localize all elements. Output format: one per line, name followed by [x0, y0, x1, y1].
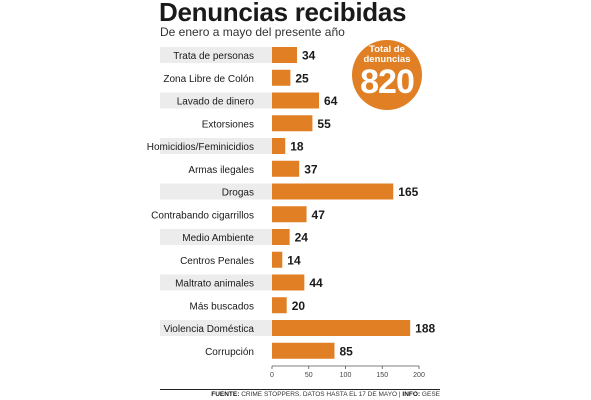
- category-label-medio-ambiente: Medio Ambiente: [182, 233, 254, 244]
- bar-centros-penales: [272, 251, 283, 268]
- category-label-drogas: Drogas: [222, 188, 254, 199]
- value-label-lavado-de-dinero: 64: [324, 94, 338, 108]
- source-text: CRIME STOPPERS. DATOS HASTA EL 17 DE MAY…: [239, 391, 403, 398]
- value-label-medio-ambiente: 24: [295, 231, 309, 245]
- label-band-drogas: [160, 183, 272, 200]
- value-label-mas-buscados: 20: [292, 299, 306, 313]
- category-label-violencia-domestica: Violencia Doméstica: [164, 324, 255, 335]
- chart-subtitle: De enero a mayo del presente año: [160, 25, 345, 39]
- category-label-mas-buscados: Más buscados: [190, 301, 254, 312]
- value-label-contrabando-cigarrillos: 47: [312, 208, 326, 222]
- label-band-violencia-domestica: [160, 320, 272, 336]
- bar-trata-de-personas: [272, 47, 297, 63]
- label-band-lavado-de-dinero: [160, 92, 272, 109]
- bar-zona-libre-de-colon: [272, 69, 291, 86]
- label-band-trata-de-personas: [160, 47, 272, 63]
- value-label-violencia-domestica: 188: [415, 322, 435, 336]
- value-label-zona-libre-de-colon: 25: [295, 71, 309, 85]
- label-band-medio-ambiente: [160, 229, 272, 245]
- value-label-armas-ilegales: 37: [304, 162, 318, 176]
- x-tick-label-200: 200: [413, 372, 425, 379]
- category-label-armas-ilegales: Armas ilegales: [188, 165, 254, 176]
- bar-violencia-domestica: [272, 320, 411, 336]
- chart-title: Denuncias recibidas: [159, 0, 407, 27]
- value-label-homicidios-feminicidios: 18: [290, 140, 304, 154]
- category-label-zona-libre-de-colon: Zona Libre de Colón: [163, 74, 254, 85]
- bar-homicidios-feminicidios: [272, 138, 286, 154]
- x-tick-label-150: 150: [376, 372, 388, 379]
- bar-medio-ambiente: [272, 229, 290, 245]
- info-label: INFO:: [402, 391, 421, 398]
- bar-extorsiones: [272, 115, 313, 132]
- label-band-homicidios-feminicidios: [160, 138, 272, 154]
- source-label: FUENTE:: [211, 391, 240, 398]
- category-label-extorsiones: Extorsiones: [202, 119, 254, 130]
- x-tick-label-50: 50: [305, 372, 313, 379]
- category-label-homicidios-feminicidios: Homicidios/Feminicidios: [147, 142, 254, 153]
- value-label-extorsiones: 55: [317, 117, 331, 131]
- value-label-drogas: 165: [398, 185, 418, 199]
- value-label-centros-penales: 14: [287, 253, 301, 267]
- category-label-trata-de-personas: Trata de personas: [173, 51, 254, 62]
- info-text: GESE: [420, 391, 440, 398]
- bar-lavado-de-dinero: [272, 92, 320, 109]
- x-tick-label-0: 0: [270, 372, 274, 379]
- bar-armas-ilegales: [272, 160, 300, 177]
- bar-contrabando-cigarrillos: [272, 206, 307, 223]
- bar-maltrato-animales: [272, 274, 305, 291]
- category-label-maltrato-animales: Maltrato animales: [175, 279, 254, 290]
- value-label-maltrato-animales: 44: [309, 276, 323, 290]
- footer-divider: [160, 389, 440, 390]
- value-label-corrupcion: 85: [339, 344, 353, 358]
- total-badge-value: 820: [360, 63, 415, 101]
- category-label-contrabando-cigarrillos: Contrabando cigarrillos: [151, 210, 254, 221]
- category-label-lavado-de-dinero: Lavado de dinero: [177, 97, 255, 108]
- bar-mas-buscados: [272, 297, 287, 314]
- label-band-maltrato-animales: [160, 274, 272, 291]
- total-badge: Total de denuncias 820: [352, 40, 422, 110]
- bar-drogas: [272, 183, 394, 200]
- value-label-trata-de-personas: 34: [302, 49, 316, 63]
- total-badge-label: Total de denuncias: [363, 44, 411, 65]
- x-tick-label-100: 100: [340, 372, 352, 379]
- category-label-centros-penales: Centros Penales: [180, 256, 254, 267]
- bar-corrupcion: [272, 342, 335, 359]
- source-note: FUENTE: CRIME STOPPERS. DATOS HASTA EL 1…: [211, 391, 440, 398]
- category-label-corrupcion: Corrupción: [205, 347, 254, 358]
